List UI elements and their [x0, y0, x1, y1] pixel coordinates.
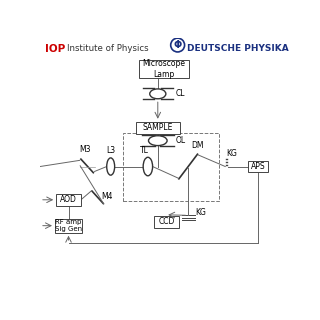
- Text: KG: KG: [196, 208, 207, 217]
- Ellipse shape: [150, 89, 166, 99]
- Text: OL: OL: [175, 136, 185, 145]
- Bar: [248, 161, 268, 172]
- Text: M4: M4: [101, 192, 113, 201]
- Text: DEUTSCHE PHYSIKA: DEUTSCHE PHYSIKA: [187, 44, 289, 53]
- Text: SAMPLE: SAMPLE: [143, 123, 173, 132]
- Text: TL: TL: [140, 147, 148, 156]
- Bar: [154, 216, 179, 228]
- Bar: [55, 219, 82, 233]
- Bar: [136, 122, 180, 134]
- Text: KG: KG: [227, 149, 237, 158]
- Text: IOP: IOP: [45, 44, 65, 54]
- Ellipse shape: [148, 136, 167, 146]
- Text: CL: CL: [175, 89, 185, 98]
- Text: M3: M3: [79, 145, 90, 154]
- Text: Microscope
Lamp: Microscope Lamp: [142, 60, 186, 79]
- Text: APS: APS: [251, 162, 266, 171]
- Text: Institute of Physics: Institute of Physics: [67, 44, 149, 53]
- Text: DM: DM: [191, 141, 204, 150]
- Text: L3: L3: [106, 147, 115, 156]
- Text: Φ: Φ: [173, 40, 182, 50]
- Text: AOD: AOD: [60, 195, 77, 204]
- Ellipse shape: [107, 158, 115, 175]
- Ellipse shape: [143, 157, 153, 176]
- Bar: [56, 194, 81, 206]
- Text: RF amp
Sig Gen: RF amp Sig Gen: [55, 219, 82, 232]
- Bar: [123, 133, 219, 201]
- Text: CCD: CCD: [158, 218, 175, 227]
- Bar: [139, 60, 189, 78]
